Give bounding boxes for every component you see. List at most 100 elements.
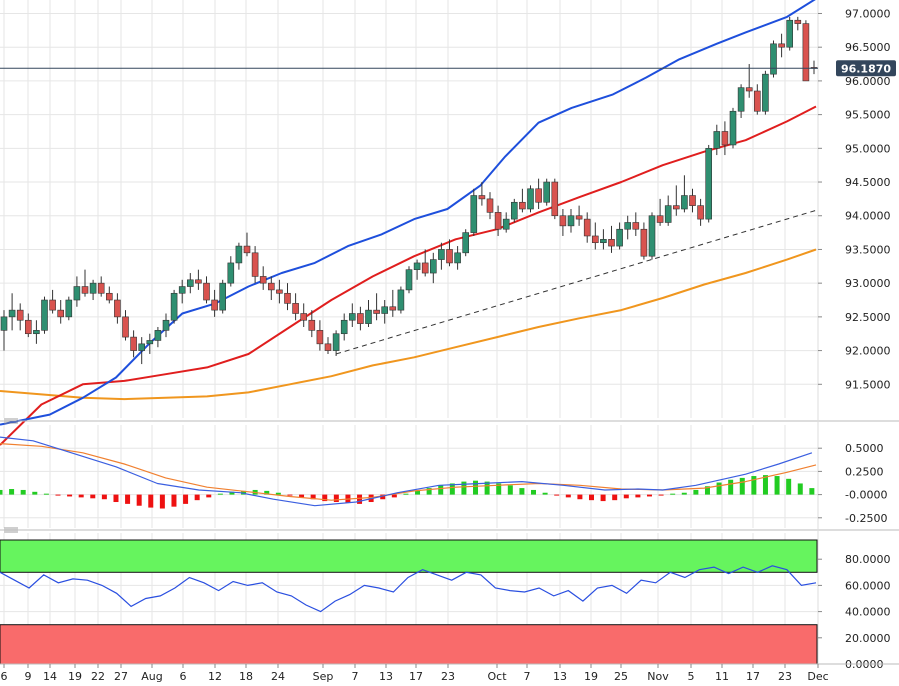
macd-histogram-bar	[531, 489, 537, 495]
candle-body	[762, 73, 769, 112]
candle-body	[97, 282, 105, 294]
candle-body	[49, 299, 56, 311]
macd-histogram-bar	[171, 494, 177, 507]
candle-body	[470, 195, 478, 233]
candle-body	[413, 262, 421, 270]
candle-body	[616, 228, 623, 247]
x-tick-label: Aug	[141, 670, 162, 683]
x-tick-label: 17	[746, 670, 760, 683]
macd-histogram-bar	[287, 494, 293, 496]
candle-body	[794, 19, 802, 24]
candle-body	[340, 319, 348, 335]
rsi-overbought-zone	[0, 539, 818, 573]
candle-body	[300, 313, 308, 321]
macd-histogram-bar	[333, 494, 339, 503]
candle-body	[543, 181, 551, 203]
macd-histogram-bar	[670, 493, 676, 495]
candle-body	[753, 90, 761, 112]
macd-histogram-bar	[264, 490, 270, 495]
candle-body	[0, 316, 8, 331]
candles	[0, 16, 818, 365]
candle-body	[656, 215, 664, 223]
macd-histogram-bar	[658, 494, 664, 496]
rsi-line	[0, 565, 817, 613]
macd-histogram-bar	[415, 490, 421, 495]
macd-histogram-bar	[357, 494, 363, 504]
y-tick-label: -0.2500	[845, 512, 887, 525]
x-tick-label: 25	[614, 670, 628, 683]
candle-body	[187, 279, 194, 287]
candle-body	[802, 23, 810, 82]
y-tick-label: 96.0000	[845, 75, 891, 88]
y-axes: 97.0000 96.5000 96.0000 95.5000 95.0000 94.50…	[818, 7, 891, 671]
macd-histogram-bar	[183, 494, 189, 504]
candle-body	[672, 205, 680, 210]
macd-histogram-bar	[322, 494, 328, 502]
macd-histogram-bar	[438, 485, 444, 495]
candle-body	[57, 309, 65, 318]
macd-histogram-bar	[612, 494, 618, 501]
x-tick-label: 12	[208, 670, 222, 683]
candle-body	[478, 195, 486, 200]
candle-body	[713, 131, 721, 149]
candle-body	[41, 299, 48, 331]
x-tick-label: 19	[68, 670, 82, 683]
macd-histogram-bar	[635, 494, 641, 498]
panel-dividers[interactable]	[0, 0, 899, 664]
macd-histogram-bar	[101, 494, 107, 500]
x-tick-label: 22	[91, 670, 105, 683]
macd-histogram-bar	[461, 481, 467, 495]
macd-histogram-bar	[275, 492, 281, 495]
y-tick-label: -0.0000	[845, 489, 887, 502]
x-tick-label: 14	[43, 670, 57, 683]
candle-body	[373, 309, 380, 314]
macd-histogram-bar	[716, 482, 722, 495]
candle-body	[16, 309, 24, 321]
candle-body	[486, 198, 494, 213]
candle-body	[316, 330, 324, 345]
macd-histogram-bar	[542, 492, 548, 495]
candle-body	[24, 319, 32, 335]
candle-body	[365, 309, 372, 324]
y-tick-label: 80.0000	[845, 553, 891, 566]
macd-histogram-bar	[125, 494, 131, 504]
sma-fast-line	[0, 0, 816, 426]
candle-body	[689, 195, 696, 206]
candle-body	[243, 245, 251, 254]
candle-body	[235, 245, 243, 264]
candle-body	[89, 282, 97, 294]
candle-body	[648, 215, 656, 257]
x-tick-label: 23	[778, 670, 792, 683]
macd-histogram-bar	[113, 494, 119, 503]
sma-mid-line	[0, 105, 817, 446]
candle-body	[421, 262, 429, 274]
y-tick-label: 20.0000	[845, 632, 891, 645]
candle-body	[429, 259, 437, 274]
macd-histogram-bar	[310, 494, 316, 500]
candle-body	[138, 343, 145, 351]
macd-histogram-bar	[739, 477, 745, 495]
macd-histogram-bar	[728, 479, 734, 495]
macd-line	[0, 436, 813, 507]
macd-histogram-bar	[519, 488, 525, 495]
candle-body	[203, 282, 210, 301]
candle-body	[632, 222, 640, 230]
macd-histogram-bar	[136, 494, 142, 506]
y-tick-label: 93.0000	[845, 277, 891, 290]
macd-histogram-bar	[299, 494, 305, 498]
y-tick-label: 93.5000	[845, 243, 891, 256]
candle-body	[745, 87, 753, 92]
candle-body	[405, 269, 413, 291]
candle-body	[438, 249, 445, 260]
candle-body	[397, 289, 405, 311]
macd-histogram-bar	[762, 475, 768, 495]
macd-histogram-bar	[577, 494, 583, 500]
y-tick-label: 94.5000	[845, 176, 891, 189]
candle-body	[778, 43, 785, 48]
x-tick-label: 18	[239, 670, 253, 683]
macd-histogram-bar	[229, 491, 235, 495]
candle-body	[267, 282, 275, 291]
macd-histogram-bar	[148, 494, 154, 508]
candle-body	[583, 218, 591, 237]
